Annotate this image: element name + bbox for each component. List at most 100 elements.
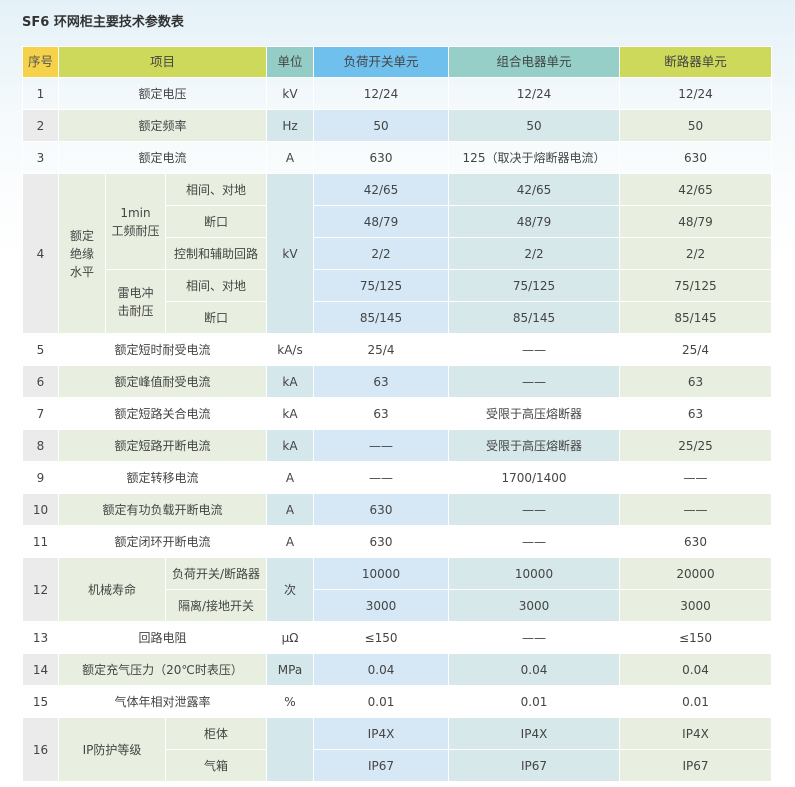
value-cell: 3000	[313, 589, 449, 622]
value-cell: 630	[313, 493, 449, 526]
item-name: 额定峰值耐受电流	[58, 365, 267, 398]
value-cell: 630	[619, 525, 772, 558]
value-cell: 受限于高压熔断器	[448, 429, 620, 462]
row-number: 8	[22, 429, 59, 462]
table-row: 2 额定频率 Hz 50 50 50	[22, 109, 772, 142]
value-cell: 85/145	[448, 301, 620, 334]
value-cell: 50	[313, 109, 449, 142]
value-cell: IP4X	[313, 717, 449, 750]
value-cell: 10000	[313, 557, 449, 590]
value-cell: 12/24	[448, 77, 620, 110]
value-cell: 85/145	[313, 301, 449, 334]
table-row: 断口 48/79 48/79 48/79	[23, 205, 772, 238]
item-name: 额定 绝缘 水平	[58, 173, 106, 334]
unit: kV	[266, 173, 314, 334]
item-name: 额定电压	[58, 77, 267, 110]
unit: Hz	[266, 109, 314, 142]
item-name: 额定转移电流	[58, 461, 267, 494]
value-cell: ——	[313, 429, 449, 462]
row-number: 11	[22, 525, 59, 558]
table-row: 断口 85/145 85/145 85/145	[23, 301, 772, 334]
value-cell: 20000	[619, 557, 772, 590]
item-name: 额定闭环开断电流	[58, 525, 267, 558]
value-cell: 12/24	[619, 77, 772, 110]
value-cell: 3000	[448, 589, 620, 622]
unit: kA/s	[266, 333, 314, 366]
value-cell: 63	[313, 397, 449, 430]
value-cell: ——	[313, 461, 449, 494]
value-cell: 1700/1400	[448, 461, 620, 494]
row-number: 10	[22, 493, 59, 526]
row-number: 14	[22, 653, 59, 686]
unit: A	[266, 493, 314, 526]
value-cell: 630	[313, 525, 449, 558]
item-name: 额定短路开断电流	[58, 429, 267, 462]
table-row: 5 额定短时耐受电流 kA/s 25/4 —— 25/4	[22, 333, 772, 366]
row-number: 15	[22, 685, 59, 718]
value-cell: ——	[619, 493, 772, 526]
value-cell: 42/65	[313, 173, 449, 206]
row-number: 3	[22, 141, 59, 174]
value-cell: 75/125	[313, 269, 449, 302]
table-row: 8 额定短路开断电流 kA —— 受限于高压熔断器 25/25	[22, 429, 772, 462]
sub-item: 隔离/接地开关	[165, 589, 267, 622]
unit: A	[266, 141, 314, 174]
item-name: 机械寿命	[58, 557, 166, 622]
value-cell: 63	[619, 365, 772, 398]
value-cell: 48/79	[619, 205, 772, 238]
item-name: 额定频率	[58, 109, 267, 142]
value-cell: 0.01	[313, 685, 449, 718]
unit	[266, 717, 314, 782]
sub-item: 断口	[165, 205, 267, 238]
item-name: 气体年相对泄露率	[58, 685, 267, 718]
table-row: 6 额定峰值耐受电流 kA 63 —— 63	[22, 365, 772, 398]
page-title: SF6 环网柜主要技术参数表	[22, 15, 184, 30]
row-number: 13	[22, 621, 59, 654]
value-cell: 25/4	[619, 333, 772, 366]
row-number: 1	[22, 77, 59, 110]
value-cell: 50	[448, 109, 620, 142]
value-cell: 2/2	[448, 237, 620, 270]
unit: kV	[266, 77, 314, 110]
value-cell: ——	[448, 365, 620, 398]
sub-item: 气箱	[165, 749, 267, 782]
value-cell: 0.04	[619, 653, 772, 686]
spec-table: 序号 项目 单位 负荷开关单元 组合电器单元 断路器单元 1 额定电压 kV 12/2…	[22, 46, 772, 782]
sub-item: 相间、对地	[165, 269, 267, 302]
value-cell: IP4X	[619, 717, 772, 750]
item-name: 额定有功负载开断电流	[58, 493, 267, 526]
value-cell: 42/65	[448, 173, 620, 206]
unit: MPa	[266, 653, 314, 686]
value-cell: 75/125	[448, 269, 620, 302]
table-row: 3 额定电流 A 630 125（取决于熔断器电流） 630	[22, 141, 772, 174]
header-load-switch-unit: 负荷开关单元	[313, 46, 449, 78]
sub-item: 控制和辅助回路	[165, 237, 267, 270]
value-cell: ——	[448, 493, 620, 526]
header-row: 序号 项目 单位 负荷开关单元 组合电器单元 断路器单元	[22, 46, 772, 78]
value-cell: 10000	[448, 557, 620, 590]
value-cell: IP4X	[448, 717, 620, 750]
table-row: 13 回路电阻 μΩ ≤150 —— ≤150	[22, 621, 772, 654]
sub-item: 负荷开关/断路器	[165, 557, 267, 590]
value-cell: IP67	[619, 749, 772, 782]
unit: μΩ	[266, 621, 314, 654]
table-row: 10 额定有功负载开断电流 A 630 —— ——	[22, 493, 772, 526]
sub-item: 断口	[165, 301, 267, 334]
value-cell: 48/79	[448, 205, 620, 238]
table-row: 11 额定闭环开断电流 A 630 —— 630	[22, 525, 772, 558]
row-number: 7	[22, 397, 59, 430]
value-cell: ——	[448, 333, 620, 366]
value-cell: 12/24	[313, 77, 449, 110]
table-row: 气箱 IP67 IP67 IP67	[23, 749, 772, 782]
value-cell: 75/125	[619, 269, 772, 302]
value-cell: ——	[448, 621, 620, 654]
header-unit: 单位	[266, 46, 314, 78]
row-number: 5	[22, 333, 59, 366]
table-row: 16 IP防护等级 柜体 IP4X IP4X IP4X	[22, 717, 772, 782]
value-cell: 85/145	[619, 301, 772, 334]
unit: kA	[266, 429, 314, 462]
item-name: 额定电流	[58, 141, 267, 174]
sub-item: 相间、对地	[165, 173, 267, 206]
value-cell: ——	[448, 525, 620, 558]
unit: %	[266, 685, 314, 718]
